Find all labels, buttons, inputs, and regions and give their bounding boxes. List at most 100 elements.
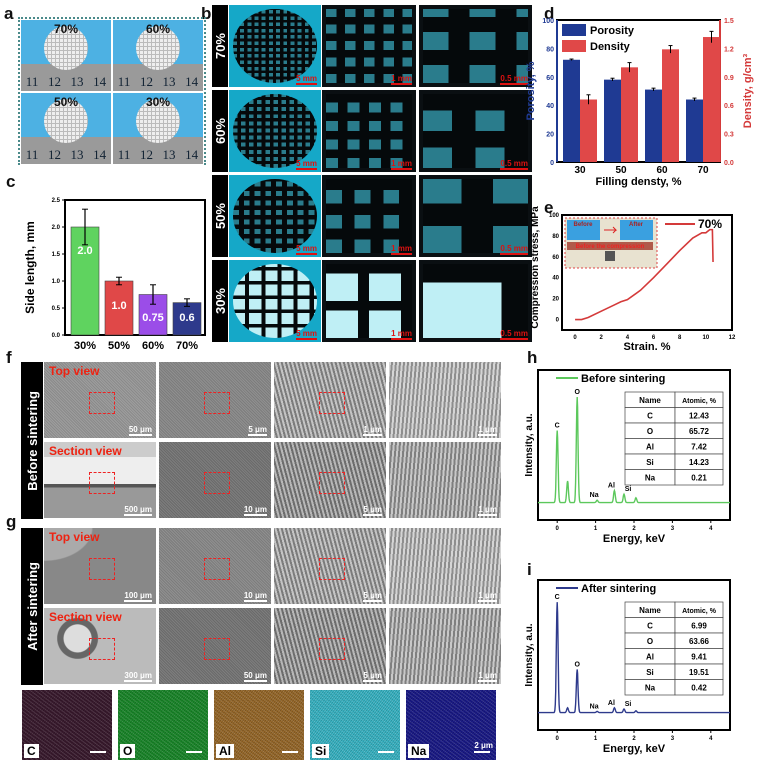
zoom-region-box [204, 472, 230, 494]
inset-after-label: After [629, 222, 644, 228]
peak-label: C [555, 594, 560, 601]
tick-label: 0.6 [724, 103, 734, 110]
data-label: 0.6 [179, 312, 194, 324]
scale-bar: 5 mm [296, 244, 317, 255]
lattice-pattern [423, 94, 528, 168]
scale-bar: 0.5 mm [500, 244, 528, 255]
x-tick-label: 70% [176, 340, 198, 352]
optical-micrograph: 1 mm [322, 260, 416, 342]
inset-after-photo [620, 220, 653, 240]
bar [104, 280, 134, 336]
table-value: C [647, 412, 653, 421]
zoom-region-box [204, 392, 230, 414]
tick-label: 2 [632, 526, 636, 532]
bar-density [580, 99, 597, 162]
scale-bar: 1 mm [391, 329, 412, 340]
table-value: C [647, 622, 653, 631]
tick-label: 3 [671, 736, 675, 742]
scale-bar: 300 μm [124, 671, 152, 682]
scale-bar: 5 μm [363, 591, 382, 602]
table-value: Al [646, 653, 654, 662]
tick-label: 0 [550, 160, 554, 167]
tick-label: 1.2 [724, 46, 734, 53]
tick-label: 8 [678, 335, 682, 341]
view-tag: Top view [49, 530, 100, 544]
x-tick-label: 60% [142, 340, 164, 352]
data-label: 0.75 [142, 312, 163, 324]
legend-label: Before sintering [581, 373, 665, 385]
table-header: Name [639, 396, 661, 405]
zoom-region-box [319, 558, 345, 580]
row-label-text: 50% [212, 202, 228, 230]
row-label: 50% [212, 175, 228, 257]
scale-bar [378, 751, 394, 753]
ruler-number: 14 [93, 74, 107, 89]
table-value: 19.51 [689, 668, 710, 677]
tick-label: 0.0 [52, 333, 61, 339]
table-value: 9.41 [691, 653, 707, 662]
side-label-text: Before sintering [24, 390, 40, 491]
scale-bar: 1 μm [478, 505, 497, 516]
sample-photo: 50% 11 12 13 14 [20, 92, 112, 165]
ruler-number: 12 [139, 147, 153, 162]
row-label: 30% [212, 260, 228, 342]
panel-label-d: d [544, 4, 555, 23]
bar-porosity [563, 59, 580, 163]
scale-bar: 0.5 mm [500, 329, 528, 340]
panel-label-g: g [6, 512, 17, 531]
sample-disk [136, 26, 180, 70]
tick-label: 0.3 [724, 132, 734, 139]
element-map-na: Na 2 μm [406, 690, 496, 760]
scale-bar: 500 μm [124, 505, 152, 516]
ruler-number: 13 [70, 74, 84, 89]
row-label-text: 30% [212, 287, 228, 315]
table-cell [674, 679, 724, 696]
sem-image: 5 μm [274, 528, 386, 604]
x-axis-label: Energy, keV [603, 533, 666, 545]
sem-image: Top view 50 μm [44, 362, 156, 438]
lattice-pattern [326, 264, 412, 338]
panel-a-photos: 70% 11 12 13 14 60% 11 12 13 14 50% 11 12 13 14 30% 11 12… [18, 17, 206, 165]
table-value: 7.42 [691, 443, 707, 452]
sem-image: 5 μm [274, 608, 386, 684]
scale-bar: 1 mm [391, 244, 412, 255]
table-value: 63.66 [689, 637, 710, 646]
table-value: 6.99 [691, 622, 707, 631]
ruler-scale: 11 12 13 14 [113, 147, 203, 163]
panel-b-micrographs: 70% 5 mm 1 mm 0.5 mm 60% 5 mm 1 mm 0.5 mm 50% 5 m… [212, 5, 534, 345]
scale-bar: 0.5 mm [500, 74, 528, 85]
ruler-number: 12 [47, 74, 61, 89]
scale-bar [474, 751, 490, 753]
fill-percentage-label: 60% [145, 22, 171, 36]
optical-micrograph: 5 mm [229, 260, 321, 342]
ruler-scale: 11 12 13 14 [21, 147, 111, 163]
tick-label: 0 [556, 318, 560, 324]
tick-label: 60 [546, 75, 554, 82]
scale-label: 2 μm [474, 741, 493, 750]
inset-before-photo [567, 220, 600, 240]
table-value: Na [645, 684, 656, 693]
view-tag: Top view [49, 364, 100, 378]
tick-label: 2.0 [52, 225, 61, 231]
chart-d-porosity-density: 0 20 40 60 80 100 0.0 0.3 0.6 0.9 1.2 1.5 Porosity, … [525, 18, 754, 188]
table-value: O [647, 427, 653, 436]
y-axis-label: Intensity, a.u. [525, 623, 535, 686]
optical-micrograph: 5 mm [229, 175, 321, 257]
ruler-number: 14 [93, 147, 107, 162]
peak-label: C [555, 423, 560, 430]
scale-bar: 50 μm [128, 425, 152, 436]
lattice-pattern [233, 179, 317, 253]
tick-label: 40 [546, 103, 554, 110]
legend-swatch [562, 40, 586, 52]
tick-label: 0 [556, 736, 560, 742]
table-value: O [647, 637, 653, 646]
zoom-region-box [89, 472, 115, 494]
x-axis-label: Energy, keV [603, 743, 666, 755]
panel-g-sem-after: After sintering Top view 100 μm 10 μm 5 μm 1 … [21, 528, 501, 685]
tick-label: 4 [709, 526, 713, 532]
tick-label: 100 [549, 213, 560, 219]
fill-percentage-label: 70% [53, 22, 79, 36]
tick-label: 1 [594, 526, 598, 532]
